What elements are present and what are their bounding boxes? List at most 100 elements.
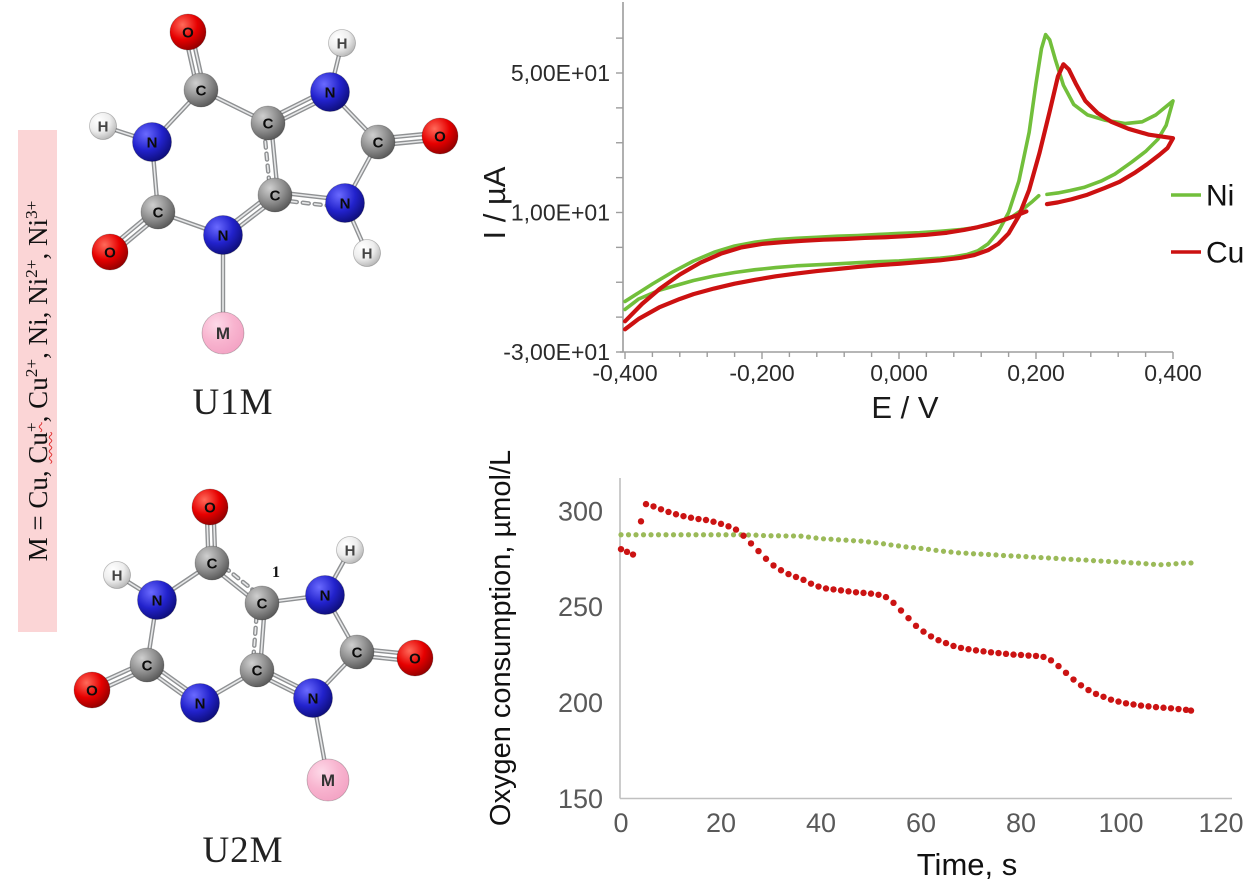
o2-x-tick-label: 80 (1006, 808, 1036, 838)
atom-o: O (421, 117, 459, 155)
cv-y-tick-label: 5,00E+01 (511, 60, 610, 86)
atom-c: C (140, 194, 176, 230)
svg-text:O: O (204, 499, 216, 516)
cv-x-tick-label: -0,400 (592, 360, 657, 386)
svg-text:H: H (337, 35, 348, 52)
atom-o: O (396, 639, 434, 677)
atom-c: C (129, 647, 165, 683)
cv-x-tick-label: -0,200 (729, 360, 794, 386)
legend-label: Ni (1206, 180, 1234, 213)
cv-x-tick-label: 0,200 (1007, 360, 1065, 386)
svg-text:C: C (263, 115, 274, 132)
cv-y-axis-title: I / µA (477, 166, 512, 239)
atom-h: H (89, 112, 117, 140)
atom-n: N (305, 575, 345, 615)
o2-plot: 150 200 250 300 0 20 40 60 80 100 120 Time, s Oxygen… (485, 450, 1243, 882)
cv-y-tick-label: -3,00E+01 (503, 339, 610, 365)
svg-text:N: N (147, 134, 158, 151)
svg-text:C: C (270, 187, 281, 204)
atom-h: H (336, 536, 364, 564)
svg-text:N: N (320, 587, 331, 604)
svg-text:N: N (218, 227, 229, 244)
cyclic-voltammogram-chart: 5,00E+01 1,00E+01 -3,00E+01-0,400 -0,200 0,0… (477, 2, 1243, 425)
svg-text:H: H (362, 245, 373, 262)
svg-text:N: N (325, 84, 336, 101)
cv-x-axis-title: E / V (871, 390, 939, 425)
o2-x-tick-label: 100 (1098, 808, 1143, 838)
oxygen-consumption-chart: 150 200 250 300 0 20 40 60 80 100 120 Time, s Oxygen… (485, 450, 1243, 882)
o2-series-red (617, 500, 1195, 714)
svg-text:M: M (216, 324, 230, 343)
atom-o: O (73, 671, 111, 709)
svg-text:C: C (352, 644, 363, 661)
o2-x-axis-title: Time, s (917, 847, 1017, 882)
atom-n: N (180, 683, 220, 723)
atom-m: M (201, 311, 245, 355)
svg-text:O: O (86, 682, 98, 699)
o2-x-tick-label: 60 (906, 808, 936, 838)
svg-text:H: H (98, 118, 109, 135)
svg-text:H: H (345, 542, 356, 559)
o2-series-green (618, 532, 1194, 568)
u2m-label: U2M (202, 829, 284, 871)
svg-text:C: C (252, 662, 263, 679)
cv-x-tick-label: 0,000 (870, 360, 928, 386)
atom-c: C (194, 545, 230, 581)
legend-label: Cu (1206, 237, 1243, 270)
svg-text:N: N (308, 690, 319, 707)
o2-x-tick-label: 20 (706, 808, 736, 838)
atom-c: C (239, 652, 275, 688)
cv-y-tick-label: 1,00E+01 (511, 200, 610, 226)
atom-o: O (91, 233, 129, 271)
atom-n: N (137, 580, 177, 620)
o2-x-tick-label: 120 (1198, 808, 1243, 838)
svg-text:H: H (112, 567, 123, 584)
svg-text:O: O (104, 244, 116, 261)
atom-c: C (339, 634, 375, 670)
atoms: O C N H C N H C O N H C N C O M (89, 13, 459, 355)
svg-text:C: C (207, 555, 218, 572)
u1m-label: U1M (192, 381, 274, 423)
atom-h: H (103, 561, 131, 589)
cv-series-ni (623, 32, 1175, 312)
atom-h: H (353, 239, 381, 267)
o2-y-tick-label: 200 (558, 688, 603, 718)
atom-o: O (191, 488, 229, 526)
atom-h: H (328, 29, 356, 57)
svg-text:C: C (373, 134, 384, 151)
o2-x-tick-label: 0 (613, 808, 628, 838)
svg-text:O: O (182, 24, 194, 41)
svg-text:O: O (434, 128, 446, 145)
svg-text:M: M (321, 771, 335, 790)
atom-c: C (250, 105, 286, 141)
atom-c: C (244, 585, 280, 621)
o2-y-axis-title: Oxygen consumption, µmol/L (485, 450, 517, 826)
atom-o: O (169, 13, 207, 51)
cv-series-cu (622, 62, 1176, 332)
svg-text:N: N (195, 695, 206, 712)
cv-plot: 5,00E+01 1,00E+01 -3,00E+01-0,400 -0,200 0,0… (477, 2, 1243, 425)
atom-n: N (310, 72, 350, 112)
ring-position-label: 1 (272, 564, 280, 581)
atom-c: C (257, 177, 293, 213)
svg-text:O: O (409, 650, 421, 667)
svg-text:C: C (142, 657, 153, 674)
cv-x-tick-label: 0,400 (1144, 360, 1202, 386)
atom-n: N (293, 678, 333, 718)
atom-n: N (132, 122, 172, 162)
svg-text:C: C (153, 204, 164, 221)
molecule-u1m: O C N H C N H C O N H C N C O M (89, 13, 459, 355)
o2-y-tick-label: 300 (558, 496, 603, 526)
svg-text:C: C (196, 82, 207, 99)
molecule-u2m: O C N H C N H C O N C N C O M 1 (73, 488, 434, 802)
atom-m: M (306, 758, 350, 802)
legend-cu: Cu (1171, 237, 1243, 270)
atom-c: C (360, 124, 396, 160)
atom-n: N (203, 215, 243, 255)
svg-text:C: C (257, 595, 268, 612)
svg-text:N: N (340, 195, 351, 212)
atoms: O C N H C N H C O N C N C O M (73, 488, 434, 802)
o2-y-tick-label: 150 (558, 784, 603, 814)
atom-n: N (325, 183, 365, 223)
